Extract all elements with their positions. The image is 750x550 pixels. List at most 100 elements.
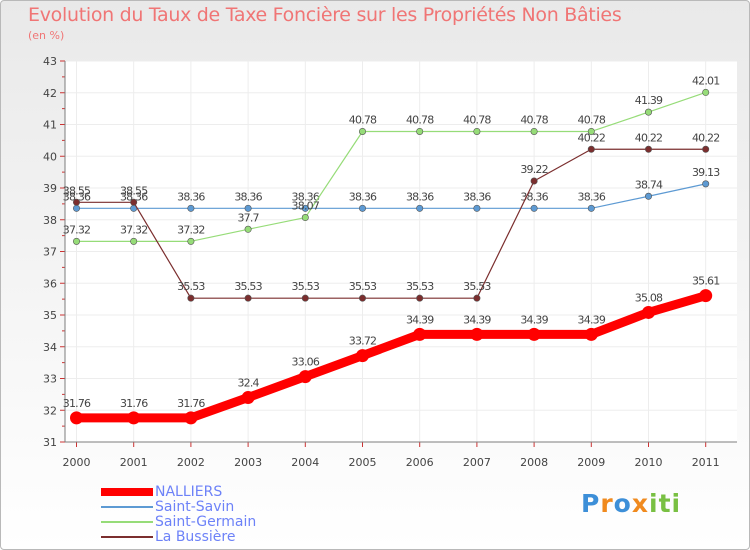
x-tick-label: 2002 [177,456,205,469]
legend-label: NALLIERS [155,484,223,500]
x-tick-label: 2004 [291,456,319,469]
x-tick-label: 2003 [234,456,262,469]
data-point [473,204,481,212]
data-label: 40.22 [692,131,720,144]
data-point [358,127,366,135]
data-label: 38.36 [463,190,491,203]
data-label: 38.36 [234,190,262,203]
data-label: 40.78 [463,113,491,126]
data-label: 41.39 [635,94,663,107]
data-point [644,108,652,116]
data-label: 38.36 [177,190,205,203]
data-point [187,294,195,302]
data-point [244,294,252,302]
x-tick-label: 2006 [406,456,434,469]
data-label: 35.61 [692,275,720,288]
data-label: 35.08 [635,291,663,304]
data-label: 33.72 [349,335,377,348]
data-label: 39.22 [520,163,548,176]
data-label: 37.7 [237,211,259,224]
legend-label: Saint-Germain [155,514,257,530]
data-point [587,204,595,212]
data-label: 38.36 [292,190,320,203]
data-point [301,214,309,222]
data-label: 31.76 [63,397,91,410]
data-point [587,145,595,153]
data-point [416,127,424,135]
x-tick-label: 2011 [692,456,720,469]
data-point [187,237,195,245]
data-label: 40.78 [349,113,377,126]
data-label: 31.76 [120,397,148,410]
data-point [298,370,312,384]
logo-letter: x [631,489,649,518]
data-point [702,88,710,96]
series-line-nalliers [76,291,707,423]
y-tick-label: 36 [43,277,57,290]
x-tick-label: 2009 [577,456,605,469]
data-point [530,127,538,135]
x-tick-label: 2005 [349,456,377,469]
data-label: 40.78 [406,113,434,126]
data-point [699,289,713,303]
data-point [530,177,538,185]
y-tick-label: 41 [43,119,57,132]
data-label: 38.36 [578,190,606,203]
data-label: 31.76 [177,397,205,410]
logo-letter: r [600,489,614,518]
data-label: 34.39 [520,313,548,326]
data-point [470,327,484,341]
data-point [127,411,141,425]
data-point [644,145,652,153]
data-label: 33.06 [292,356,320,369]
data-label: 35.53 [463,280,491,293]
data-point [702,180,710,188]
data-point [587,127,595,135]
logo-letter: i [671,489,682,518]
data-point [70,411,83,425]
data-point [244,225,252,233]
data-label: 38.55 [63,184,91,197]
data-point [358,204,366,212]
data-point [73,204,81,212]
data-point [702,145,710,153]
data-label: 37.32 [63,223,91,236]
data-point [356,349,369,363]
x-tick-label: 2008 [520,456,548,469]
data-label: 39.13 [692,166,720,179]
y-tick-label: 37 [43,246,57,259]
data-point [301,204,309,212]
data-label: 34.39 [578,313,606,326]
data-label: 40.22 [578,131,606,144]
y-tick-label: 35 [43,309,57,322]
data-label: 40.78 [578,113,606,126]
x-tick-label: 2000 [63,456,91,469]
series-line-la-bussi-re [76,148,706,299]
chart-title: Evolution du Taux de Taxe Foncière sur l… [28,4,622,26]
data-label: 35.53 [406,280,434,293]
data-point [473,127,481,135]
data-point [187,204,195,212]
y-tick-label: 31 [43,436,57,449]
legend-swatch [101,536,153,538]
data-point [73,198,81,206]
data-label: 38.36 [63,190,91,203]
y-tick-label: 39 [43,182,57,195]
logo-letter: P [581,489,601,518]
x-tick-label: 2001 [120,456,148,469]
y-tick-label: 38 [43,214,57,227]
data-point [73,237,81,245]
data-point [241,391,255,405]
y-tick-label: 40 [43,150,57,163]
y-tick-label: 43 [43,55,57,68]
data-label: 42.01 [692,74,720,87]
data-point [130,237,138,245]
data-point [473,294,481,302]
data-label: 37.32 [177,223,205,236]
data-point [584,327,598,341]
data-label: 40.78 [520,113,548,126]
data-label: 32.4 [237,377,259,390]
series-line-saint-savin [76,183,706,209]
y-tick-label: 33 [43,373,57,386]
